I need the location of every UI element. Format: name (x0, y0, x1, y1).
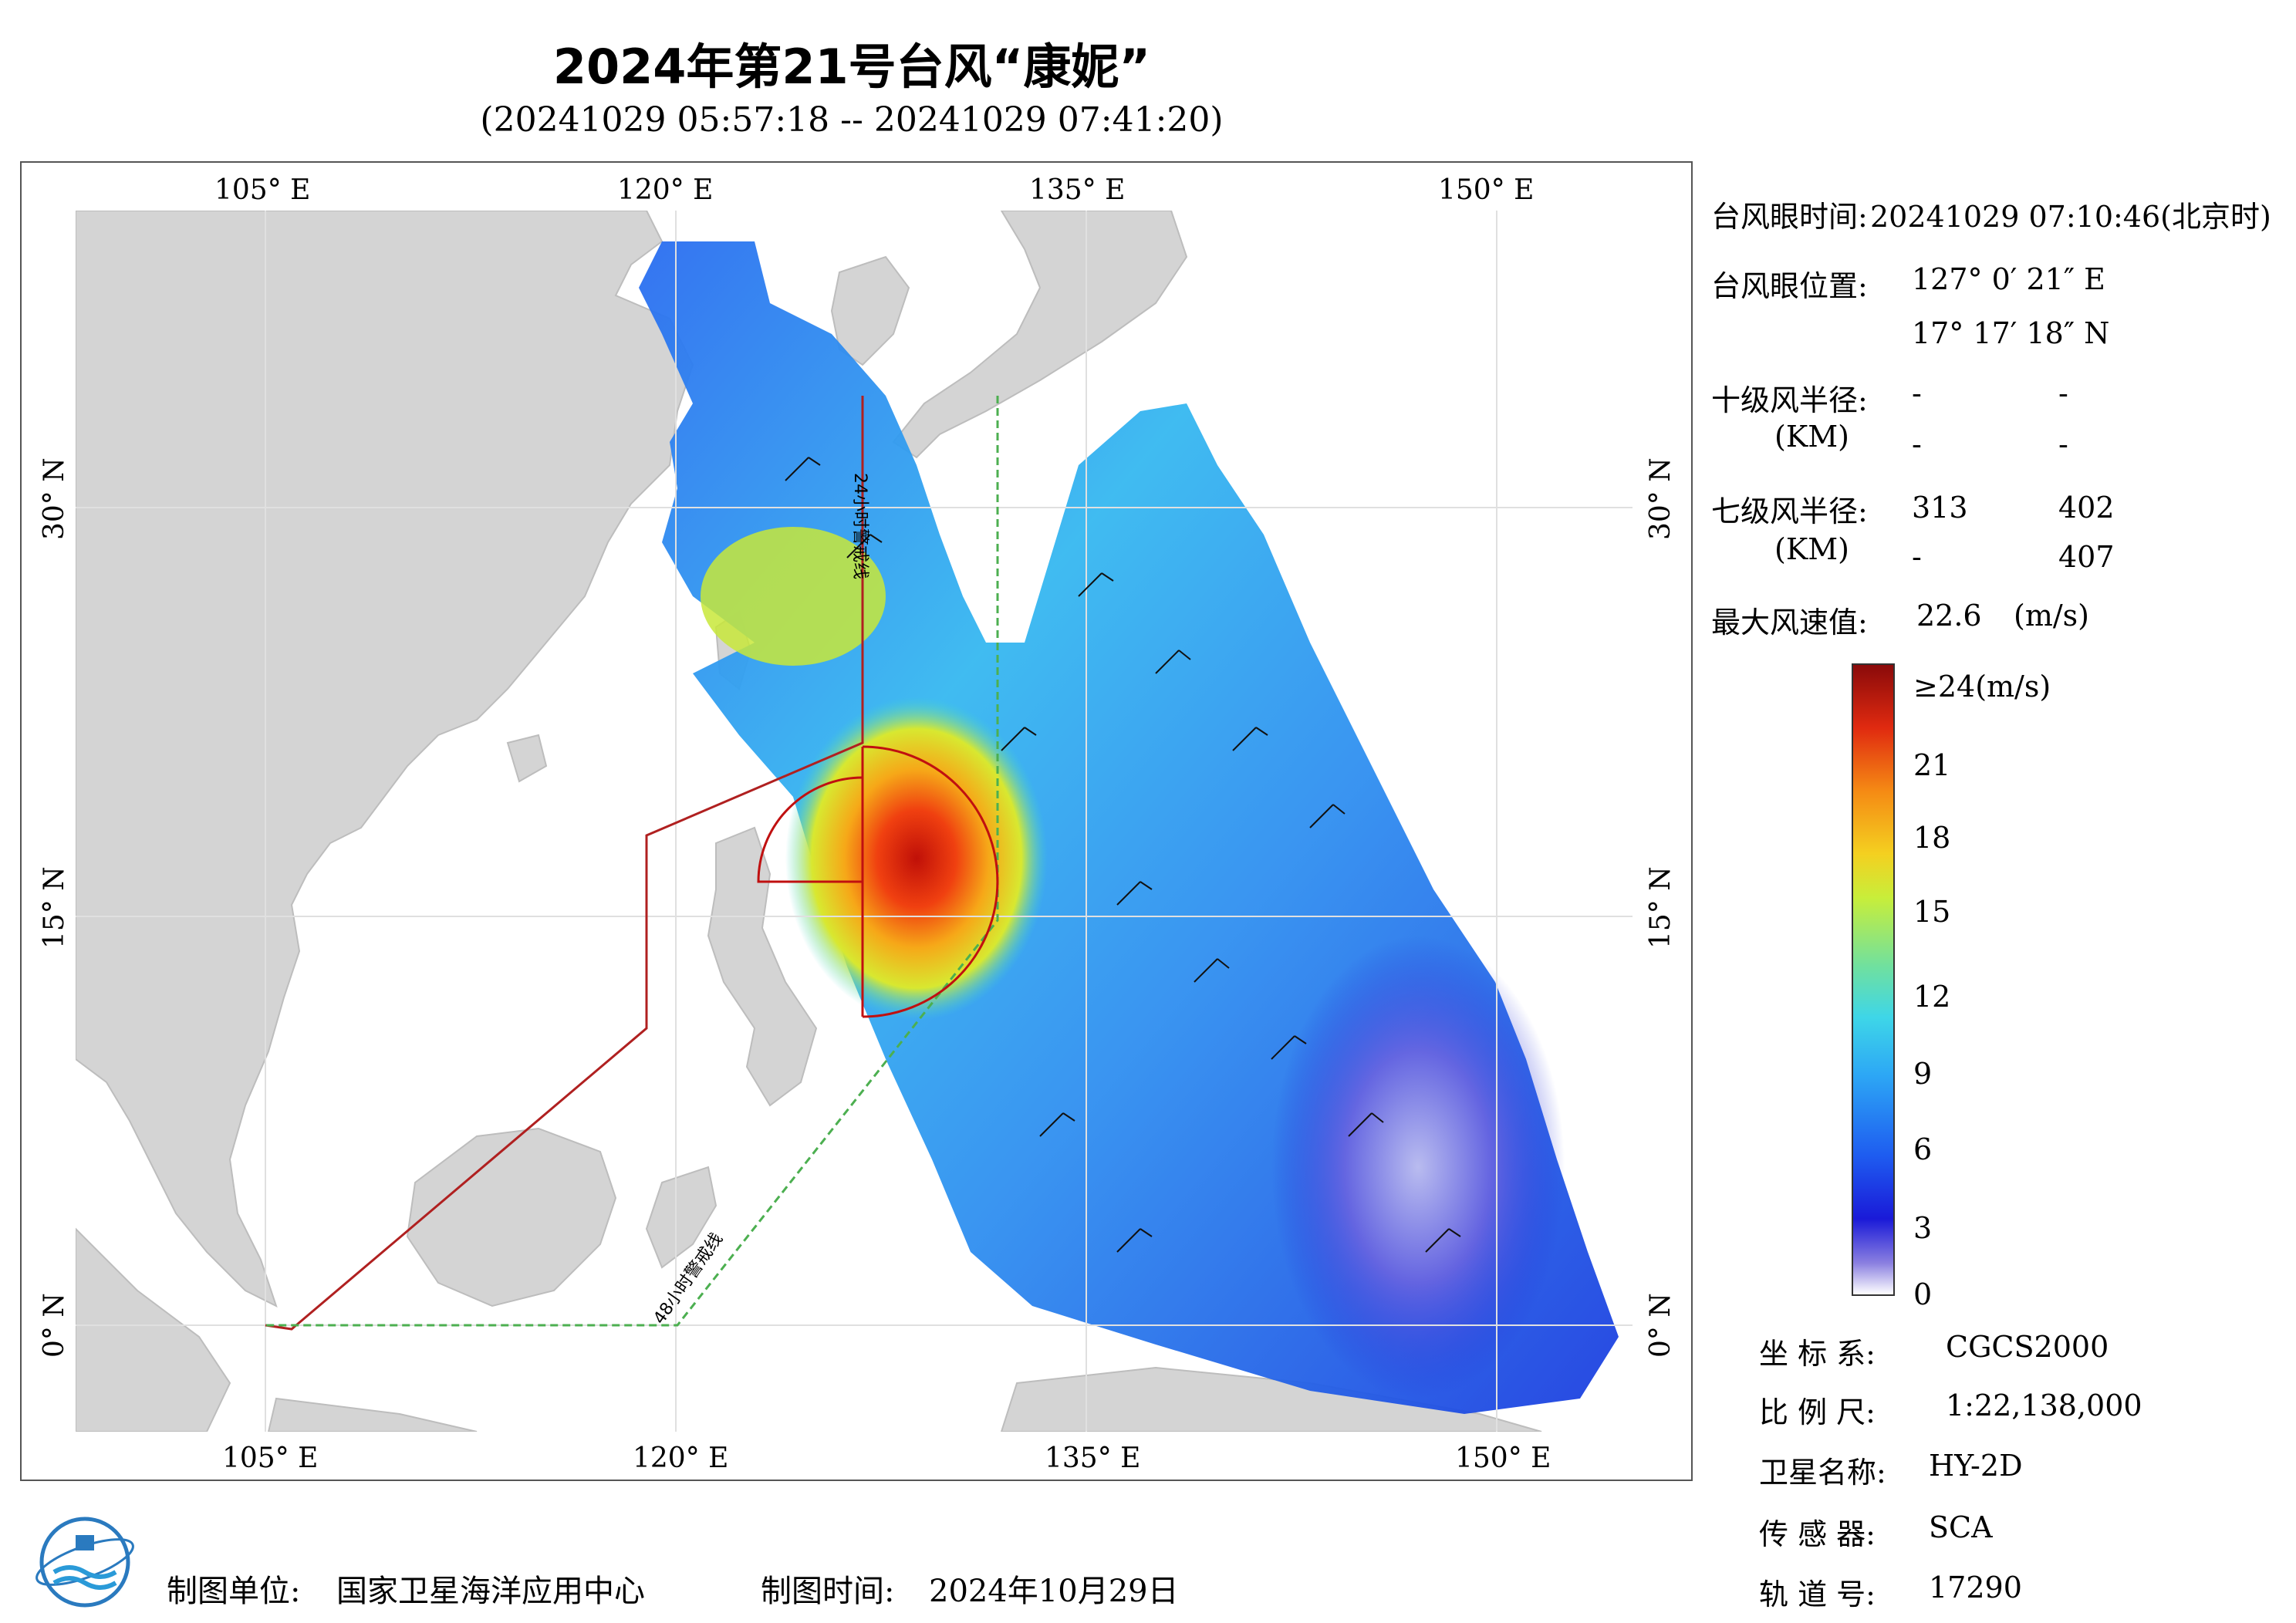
colorbar-tick-6: 6 (1913, 1132, 1933, 1166)
land-japan (892, 211, 1188, 459)
colorbar (1852, 663, 1895, 1296)
coord-label: 坐 标 系: (1759, 1337, 1876, 1371)
r10-value-4: - (2058, 427, 2068, 461)
warning-label-24h: 24小时警戒线 (850, 473, 869, 579)
r7-km-label: (KM) (1774, 532, 1849, 566)
max-wind-value: 22.6 (1916, 599, 1982, 633)
land-sulawesi (645, 1166, 718, 1269)
lon-label-bottom-135: 135° E (1045, 1442, 1141, 1474)
r10-value-1: - (1912, 376, 1922, 410)
lon-label-bottom-105: 105° E (222, 1442, 319, 1474)
lat-label-left-15: 15° N (39, 866, 70, 949)
lat-label-right-0: 0° N (1645, 1293, 1676, 1358)
colorbar-tick-0: 0 (1913, 1277, 1933, 1311)
sensor-value: SCA (1929, 1510, 1993, 1544)
graticule (76, 211, 1633, 1432)
colorbar-tick-12: 12 (1913, 980, 1951, 1014)
r7-label: 七级风半径: (1711, 494, 1868, 528)
lat-label-right-15: 15° N (1645, 866, 1676, 949)
lon-label-top-135: 135° E (1029, 174, 1126, 206)
r10-label: 十级风半径: (1711, 383, 1868, 417)
eye-lon: 127° 0′ 21″ E (1912, 262, 2105, 296)
r10-value-2: - (2058, 376, 2068, 410)
orbit-label: 轨 道 号: (1759, 1577, 1876, 1611)
scale-value: 1:22,138,000 (1946, 1388, 2142, 1422)
colorbar-tick-15: 15 (1913, 895, 1951, 929)
lat-label-right-30: 30° N (1645, 457, 1676, 540)
page-subtitle: (20241029 05:57:18 -- 20241029 07:41:20) (480, 100, 1224, 140)
map-date-label: 制图时间: (761, 1574, 895, 1609)
sat-value: HY-2D (1929, 1449, 2023, 1483)
colorbar-tick-18: 18 (1913, 821, 1951, 855)
eye-lat: 17° 17′ 18″ N (1912, 316, 2110, 350)
colorbar-tick-24: ≥24(m/s) (1913, 670, 2051, 704)
map-canvas: 24小时警戒线 48小时警戒线 (76, 211, 1633, 1432)
land-layer (76, 211, 1542, 1432)
lon-label-top-120: 120° E (617, 174, 714, 206)
orbit-value: 17290 (1929, 1571, 2022, 1604)
wind-barbs (785, 457, 1461, 1253)
map-area[interactable]: 24小时警戒线 48小时警戒线 (76, 211, 1633, 1432)
nsoas-logo-icon (31, 1512, 139, 1612)
land-korea (830, 255, 910, 366)
lat-label-left-0: 0° N (39, 1293, 70, 1358)
eye-pos-label: 台风眼位置: (1711, 269, 1868, 303)
lat-label-left-30: 30° N (39, 457, 70, 540)
warning-line-24h (265, 396, 864, 1331)
lon-label-bottom-120: 120° E (633, 1442, 729, 1474)
map-frame (20, 161, 1693, 1481)
scale-label: 比 例 尺: (1759, 1395, 1876, 1429)
sensor-label: 传 感 器: (1759, 1517, 1876, 1551)
land-asia-mainland (76, 211, 694, 1308)
land-java (267, 1397, 478, 1432)
producer-label: 制图单位: (167, 1574, 301, 1609)
land-borneo (406, 1127, 617, 1308)
colorbar-tick-3: 3 (1913, 1211, 1933, 1245)
land-philippines (707, 826, 818, 1107)
max-wind-label: 最大风速值: (1711, 606, 1868, 639)
sat-label: 卫星名称: (1759, 1456, 1886, 1490)
map-date-value: 2024年10月29日 (929, 1574, 1179, 1609)
eye-time-label: 台风眼时间: (1711, 200, 1868, 234)
weak-wind-region (1271, 936, 1565, 1399)
r7-value-2: 402 (2058, 491, 2115, 525)
wind-radius-circle (757, 745, 999, 1018)
r7-value-3: - (1912, 540, 1922, 574)
land-new-guinea (1000, 1366, 1542, 1432)
colorbar-tick-9: 9 (1913, 1057, 1933, 1091)
page-title: 2024年第21号台风“康妮” (552, 39, 1151, 95)
lon-label-top-150: 150° E (1438, 174, 1535, 206)
r7-value-4: 407 (2058, 540, 2115, 574)
producer-value: 国家卫星海洋应用中心 (336, 1574, 645, 1609)
coord-value: CGCS2000 (1946, 1330, 2109, 1364)
land-sumatra (76, 1227, 231, 1432)
warning-line-48h (265, 396, 999, 1327)
eye-time-value: 20241029 07:10:46(北京时) (1870, 200, 2271, 234)
r7-value-1: 313 (1912, 491, 1968, 525)
lon-label-bottom-150: 150° E (1455, 1442, 1551, 1474)
lon-label-top-105: 105° E (214, 174, 311, 206)
wind-patch-north (701, 527, 886, 666)
max-wind-unit: (m/s) (2014, 599, 2089, 633)
r10-value-3: - (1912, 427, 1922, 461)
colorbar-tick-21: 21 (1913, 748, 1951, 782)
land-hainan (506, 734, 548, 783)
typhoon-core (785, 697, 1048, 1021)
r10-km-label: (KM) (1774, 420, 1849, 454)
